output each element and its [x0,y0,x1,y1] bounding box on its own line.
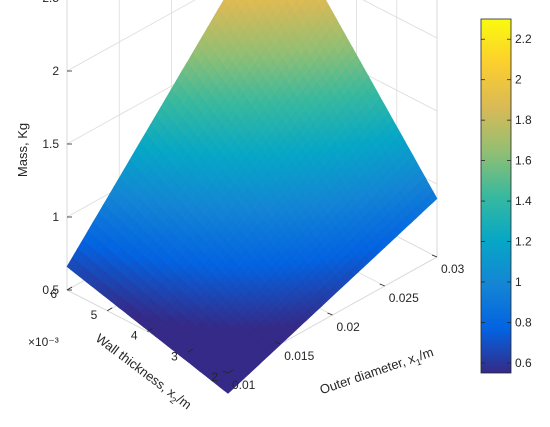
x-tick-mark [379,283,385,287]
x-axis-label-subscript: 1 [415,357,423,368]
z-tick-label: 2 [52,64,59,78]
colorbar-tick-label: 1.4 [515,194,532,208]
wall-grid-line [362,0,438,39]
colorbar-tick-label: 0.6 [515,356,532,370]
z-tick-label: 1 [52,210,59,224]
y-tick-label: 6 [50,287,57,301]
surface-patch [223,384,234,394]
surface-patch [276,0,280,3]
y-tick-label: 2 [211,370,218,384]
y-tick-label: 4 [131,329,138,343]
colorbar-tick-label: 1 [515,275,522,289]
colorbar-gradient [480,18,512,374]
y-tick-mark [227,369,234,374]
y-axis: 2 3 4 5 6 [50,286,234,384]
y-tick-mark [187,348,193,353]
x-tick-label: 0.02 [337,320,361,334]
x-tick-mark [222,370,229,374]
colorbar-tick-label: 2 [515,73,522,87]
colorbar: 0.6 0.8 1 1.2 1.4 1.6 1.8 2 2.2 [480,18,532,374]
colorbar-tick-label: 0.8 [515,315,532,329]
x-axis-label-suffix: /m [417,344,436,363]
x-tick-label: 0.03 [441,262,465,276]
x-axis: 0.01 0.015 0.02 0.025 0.03 [222,254,465,392]
x-tick-label: 0.015 [284,349,314,363]
colorbar-tick-label: 2.2 [515,32,532,46]
x-axis-label-prefix: Outer diameter, x [318,350,418,397]
y-axis-label-suffix: /m [174,392,195,413]
y-tick-label: 5 [91,308,98,322]
z-tick-label: 2.5 [42,0,59,5]
x-tick-label: 0.01 [232,378,256,392]
z-tick-label: 0.5 [42,283,59,297]
wall-grid-line [66,0,196,72]
z-axis-label: Mass, Kg [15,123,30,177]
z-tick-label: 1.5 [42,137,59,151]
colorbar-tick-label: 1.2 [515,235,532,249]
x-tick-mark [327,312,333,316]
y-tick-mark [107,307,113,312]
surface-patch [266,0,272,5]
y-tick-mark [66,286,73,291]
z-axis: 0.5 1 1.5 2 2.5 [42,0,72,297]
y-tick-mark [147,328,153,332]
surface-plot [66,0,438,394]
x-tick-mark [431,254,438,258]
y-axis-exponent: ×10⁻³ [28,335,59,349]
colorbar-ticks: 0.6 0.8 1 1.2 1.4 1.6 1.8 2 2.2 [481,32,532,370]
colorbar-tick-label: 1.6 [515,154,532,168]
x-axis-label: Outer diameter, x1/m [318,344,437,400]
surface-patch [234,0,240,5]
x-tick-label: 0.025 [389,291,419,305]
x-tick-mark [275,341,281,345]
colorbar-tick-label: 1.8 [515,113,532,127]
y-tick-label: 3 [171,349,178,363]
y-axis-label-subscript: 2 [168,395,178,406]
